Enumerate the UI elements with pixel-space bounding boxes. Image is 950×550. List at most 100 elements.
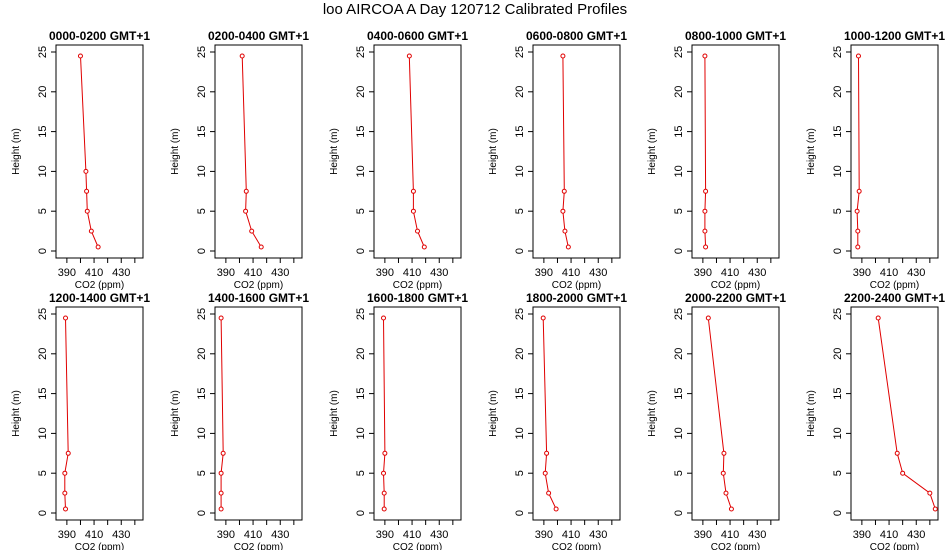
plot-frame	[850, 44, 939, 259]
y-tick-label: 5	[37, 208, 49, 214]
y-tick-label: 5	[37, 470, 49, 476]
y-tick-label: 0	[832, 248, 844, 254]
data-point	[62, 470, 68, 476]
panel-title: 0400-0600 GMT+1	[367, 29, 468, 43]
data-point	[63, 315, 69, 321]
data-point	[65, 450, 71, 456]
x-tick-label: 430	[430, 267, 448, 279]
data-point	[381, 470, 387, 476]
y-tick-label: 20	[832, 348, 844, 360]
x-tick-label: 410	[403, 529, 421, 541]
x-tick-label: 390	[376, 529, 394, 541]
data-point	[381, 490, 387, 496]
y-tick-label: 25	[37, 46, 49, 58]
data-point	[62, 490, 68, 496]
y-tick-label: 5	[355, 208, 367, 214]
data-point	[544, 450, 550, 456]
y-tick-label: 15	[514, 387, 526, 399]
data-point	[703, 188, 709, 194]
data-point	[220, 450, 226, 456]
data-point	[218, 470, 224, 476]
profile-line	[220, 317, 224, 509]
x-axis-label: CO2 (ppm)	[234, 280, 283, 291]
y-tick-label: 5	[355, 470, 367, 476]
plot-frame	[691, 44, 780, 259]
panel-9: 1600-1800 GMT+1 0 5 10 15 20 25 Height (m) 390 41…	[329, 291, 468, 550]
y-tick-label: 15	[37, 387, 49, 399]
y-tick-label: 5	[832, 470, 844, 476]
data-point	[415, 228, 420, 234]
data-point	[927, 490, 933, 496]
y-tick-label: 10	[196, 427, 208, 439]
y-tick-label: 10	[673, 427, 685, 439]
plot-frame	[55, 44, 144, 259]
data-point	[542, 470, 548, 476]
y-tick-label: 5	[673, 470, 685, 476]
y-tick-label: 20	[37, 86, 49, 98]
profile-line	[542, 317, 557, 510]
y-tick-label: 0	[355, 248, 367, 254]
y-tick-label: 25	[355, 46, 367, 58]
y-tick-label: 25	[196, 308, 208, 320]
y-tick-label: 25	[673, 308, 685, 320]
x-tick-label: 430	[271, 529, 289, 541]
plot-frame	[373, 44, 462, 259]
data-point	[932, 506, 938, 512]
y-axis-label: Height (m)	[11, 390, 22, 437]
y-tick-label: 15	[832, 125, 844, 137]
plot-frame	[214, 306, 303, 521]
y-tick-label: 15	[37, 125, 49, 137]
y-tick-label: 10	[514, 427, 526, 439]
y-tick-label: 25	[514, 308, 526, 320]
x-tick-label: 390	[694, 267, 712, 279]
x-axis-label: CO2 (ppm)	[552, 280, 601, 291]
x-tick-label: 390	[217, 267, 235, 279]
data-point	[84, 188, 90, 194]
x-tick-label: 430	[589, 267, 607, 279]
y-tick-label: 0	[832, 510, 844, 516]
y-tick-label: 10	[673, 165, 685, 177]
data-point	[258, 244, 264, 250]
panel-title: 2200-2400 GMT+1	[844, 291, 945, 305]
data-point	[855, 53, 861, 59]
y-tick-label: 15	[514, 125, 526, 137]
y-tick-label: 5	[196, 470, 208, 476]
panel-title: 0800-1000 GMT+1	[685, 29, 786, 43]
data-point	[540, 315, 546, 321]
y-tick-label: 20	[196, 348, 208, 360]
y-tick-label: 0	[37, 510, 49, 516]
data-point	[894, 450, 900, 456]
y-tick-label: 0	[37, 248, 49, 254]
panel-11: 2000-2200 GMT+1 0 5 10 15 20 25 Height (m) 390 41…	[647, 291, 786, 550]
x-tick-label: 410	[562, 267, 580, 279]
plot-frame	[532, 306, 621, 521]
y-tick-label: 0	[355, 510, 367, 516]
y-tick-label: 10	[37, 165, 49, 177]
data-point	[381, 315, 387, 321]
panel-title: 1200-1400 GMT+1	[49, 291, 150, 305]
plot-frame	[532, 44, 621, 259]
y-tick-label: 20	[673, 86, 685, 98]
y-tick-label: 25	[832, 46, 844, 58]
x-tick-label: 390	[58, 529, 76, 541]
panel-7: 1200-1400 GMT+1 0 5 10 15 20 25 Height (m) 390 41…	[11, 291, 150, 550]
data-point	[410, 208, 416, 214]
y-tick-label: 5	[514, 208, 526, 214]
x-axis-label: CO2 (ppm)	[393, 542, 442, 550]
x-tick-label: 410	[403, 267, 421, 279]
profile-line	[64, 317, 69, 510]
data-point	[95, 244, 101, 250]
data-point	[560, 208, 566, 214]
y-axis-label: Height (m)	[488, 128, 499, 175]
x-tick-label: 410	[244, 529, 262, 541]
x-tick-label: 430	[430, 529, 448, 541]
y-tick-label: 15	[355, 125, 367, 137]
data-point	[855, 228, 861, 234]
x-tick-label: 410	[880, 529, 898, 541]
panel-title: 2000-2200 GMT+1	[685, 291, 786, 305]
y-axis-label: Height (m)	[329, 128, 340, 175]
y-axis-label: Height (m)	[806, 128, 817, 175]
y-tick-label: 10	[196, 165, 208, 177]
y-tick-label: 25	[355, 308, 367, 320]
